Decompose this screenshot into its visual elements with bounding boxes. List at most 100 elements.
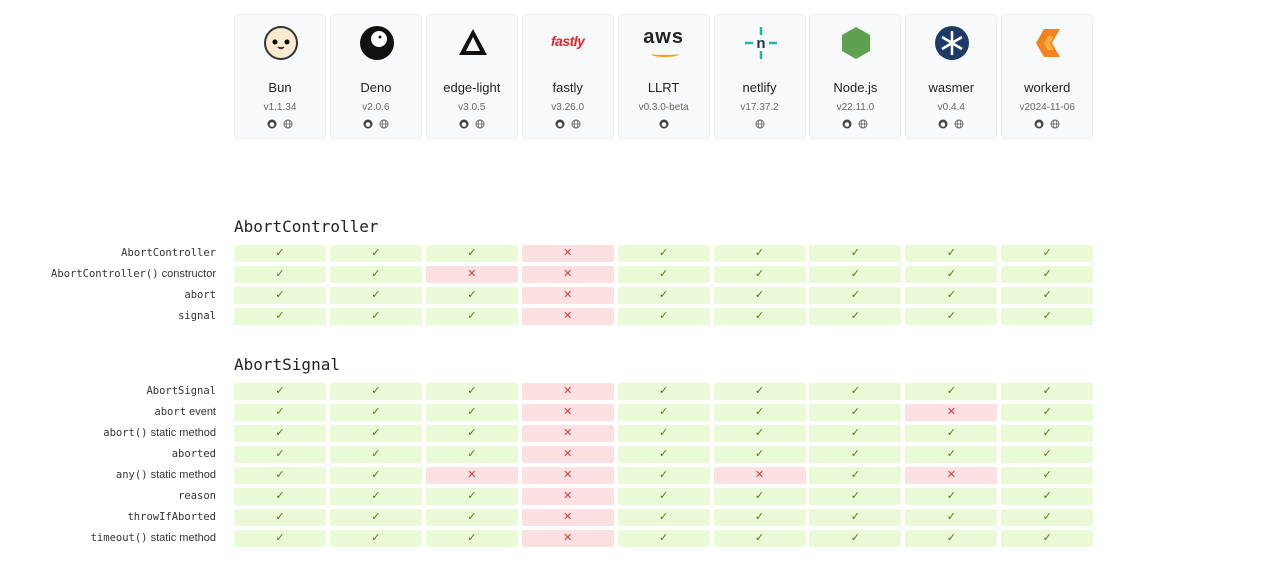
icon — [938, 119, 948, 129]
support-cell: ✓ — [809, 425, 902, 442]
icon — [475, 119, 485, 129]
logo — [359, 25, 395, 61]
support-cell: ✓ — [809, 488, 902, 505]
feature-code: timeout() — [90, 532, 148, 544]
support-cell: ✓ — [713, 425, 806, 442]
link-icons — [1002, 119, 1092, 129]
feature-code: AbortController() — [51, 268, 159, 280]
support-cell: ✓ — [1001, 245, 1094, 262]
feature-code: AbortSignal — [146, 385, 216, 397]
support-cell: ✓ — [329, 404, 422, 421]
support-cell: ✓ — [425, 530, 518, 547]
feature-label: abort — [184, 289, 216, 301]
runtime-name: LLRT — [647, 80, 680, 95]
runtime-name: netlify — [742, 80, 777, 95]
support-cell: ✓ — [425, 404, 518, 421]
support-cell: ✓ — [425, 245, 518, 262]
link-icon[interactable] — [842, 119, 852, 129]
runtime-version: v3.26.0 — [551, 102, 585, 113]
support-cell: ✓ — [329, 467, 422, 484]
support-cell: ✓ — [234, 383, 326, 400]
link-icon[interactable] — [954, 119, 964, 129]
link-icon[interactable] — [1050, 119, 1060, 129]
link-icon[interactable] — [459, 119, 469, 129]
feature-label: AbortController — [121, 247, 216, 259]
support-cell: ✓ — [809, 404, 902, 421]
icon — [1034, 119, 1044, 129]
feature-note: static method — [150, 532, 216, 544]
link-icon[interactable] — [755, 119, 765, 129]
runtime-name: Node.js — [833, 80, 878, 95]
support-cell: ✓ — [425, 287, 518, 304]
feature-code: signal — [178, 310, 216, 322]
runtime-card: Bun v1.1.34 — [234, 14, 326, 139]
support-cell: ✓ — [617, 404, 710, 421]
runtime-version: v3.0.5 — [458, 102, 486, 113]
feature-label: signal — [178, 310, 216, 322]
link-icon[interactable] — [571, 119, 581, 129]
runtime-card: Node.js v22.11.0 — [809, 14, 902, 139]
support-cell: ✓ — [1001, 467, 1094, 484]
feature-code: AbortController — [121, 247, 216, 259]
feature-note: static method — [150, 427, 216, 439]
link-icon[interactable] — [858, 119, 868, 129]
support-cell: ✓ — [713, 383, 806, 400]
feature-code: any() — [115, 469, 148, 481]
support-cell: ✓ — [905, 509, 998, 526]
logo-swoosh — [650, 51, 679, 57]
link-icons — [906, 119, 996, 129]
logo — [263, 25, 299, 61]
support-cell: ✓ — [617, 425, 710, 442]
support-cell: ✓ — [713, 488, 806, 505]
feature-label: aborted — [172, 448, 216, 460]
support-cell: ✓ — [329, 425, 422, 442]
support-cell: ✓ — [234, 530, 326, 547]
support-cell: ✓ — [1001, 383, 1094, 400]
support-cell: ✓ — [1001, 530, 1094, 547]
link-icon[interactable] — [267, 119, 277, 129]
support-cell: ✓ — [234, 488, 326, 505]
logo — [934, 25, 970, 61]
runtime-card: aws LLRT v0.3.0-beta — [617, 14, 710, 139]
runtime-version: v0.4.4 — [937, 102, 965, 113]
runtime-card: wasmer v0.4.4 — [905, 14, 998, 139]
support-cell: ✓ — [425, 446, 518, 463]
link-icon[interactable] — [938, 119, 948, 129]
support-cell: ✓ — [905, 308, 998, 325]
support-cell: ✓ — [713, 266, 806, 283]
logo — [455, 25, 491, 61]
support-cell: ✓ — [329, 287, 422, 304]
runtime-name: edge-light — [443, 80, 501, 95]
support-cell: ✓ — [617, 245, 710, 262]
support-cell: ✓ — [713, 245, 806, 262]
link-icon[interactable] — [379, 119, 389, 129]
link-icon[interactable] — [659, 119, 669, 129]
support-cell: ✓ — [809, 308, 902, 325]
link-icon[interactable] — [283, 119, 293, 129]
support-cell: ✓ — [713, 287, 806, 304]
support-cell: ✓ — [425, 308, 518, 325]
icon — [659, 119, 669, 129]
support-cell: ✕ — [905, 467, 998, 484]
support-cell: ✓ — [713, 530, 806, 547]
support-cell: ✓ — [425, 509, 518, 526]
feature-code: throwIfAborted — [127, 511, 216, 523]
feature-label: abort event — [154, 406, 216, 418]
link-icon[interactable] — [555, 119, 565, 129]
support-cell: ✓ — [809, 383, 902, 400]
icon — [555, 119, 565, 129]
link-icons — [523, 119, 613, 129]
link-icon[interactable] — [1034, 119, 1044, 129]
link-icons — [427, 119, 517, 129]
link-icon[interactable] — [363, 119, 373, 129]
logo-icon — [842, 27, 871, 59]
support-cell: ✓ — [425, 488, 518, 505]
link-icon[interactable] — [475, 119, 485, 129]
logo-icon: n — [744, 27, 777, 59]
support-cell: ✓ — [329, 446, 422, 463]
support-cell: ✓ — [425, 425, 518, 442]
runtime-card: n netlify v17.37.2 — [713, 14, 806, 139]
link-icons — [235, 119, 325, 129]
section-title: AbortController — [234, 217, 379, 236]
